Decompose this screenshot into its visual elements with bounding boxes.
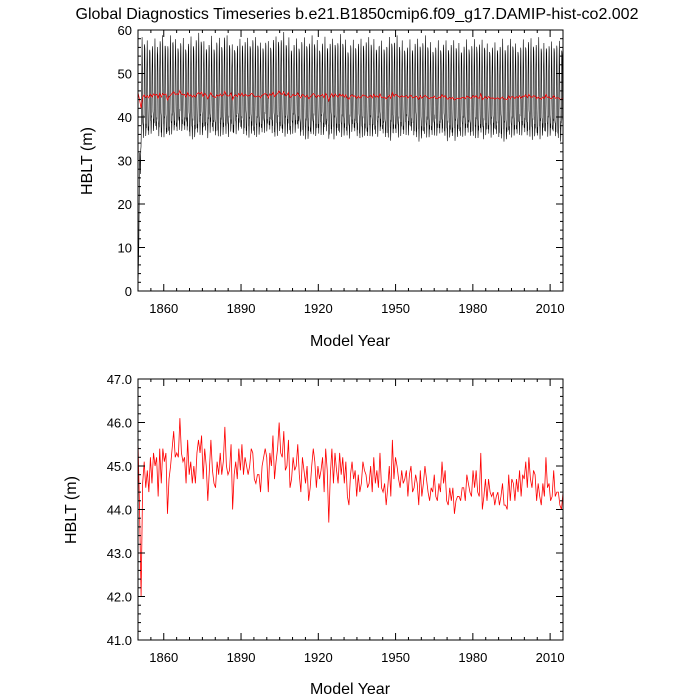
top-x-tick-label: 1890 (227, 301, 256, 316)
top-annual-mean-line (137, 89, 564, 109)
bottom-x-tick-label: 1890 (227, 650, 256, 665)
bottom-x-tick-label: 2010 (536, 650, 565, 665)
top-y-axis-label: HBLT (m) (79, 127, 96, 195)
bottom-y-tick-label: 41.0 (107, 633, 132, 648)
top-y-tick-label: 50 (118, 67, 132, 82)
top-y-tick-label: 30 (118, 154, 132, 169)
bottom-x-axis-label: Model Year (310, 681, 391, 698)
bottom-y-tick-label: 47.0 (107, 372, 132, 387)
top-y-tick-label: 20 (118, 197, 132, 212)
top-x-tick-label: 2010 (536, 301, 565, 316)
bottom-x-tick-label: 1980 (458, 650, 487, 665)
bottom-series-line (137, 418, 564, 597)
top-x-tick-label: 1950 (381, 301, 410, 316)
top-plot-frame (137, 29, 564, 292)
bottom-y-tick-label: 46.0 (107, 416, 132, 431)
bottom-plot-frame (137, 378, 564, 641)
bottom-x-tick-label: 1860 (149, 650, 178, 665)
chart-title: Global Diagnostics Timeseries b.e21.B185… (76, 6, 639, 23)
top-x-axis-label: Model Year (310, 333, 391, 350)
bottom-panel: 1860 1890 1920 1950 1980 2010 41.0 42.0 43.0 44.0… (63, 372, 565, 698)
bottom-annual-mean-line (137, 418, 564, 597)
top-y-tick-label: 0 (125, 284, 132, 299)
top-y-tick-label: 60 (118, 23, 132, 38)
bottom-y-tick-label: 42.0 (107, 590, 132, 605)
bottom-y-tick-label: 45.0 (107, 459, 132, 474)
top-x-tick-label: 1920 (304, 301, 333, 316)
top-panel: 1860 1890 1920 1950 1980 2010 0 10 20 30 40 50 60 Mo… (79, 23, 565, 350)
top-y-tick-label: 10 (118, 241, 132, 256)
top-x-tick-label: 1980 (458, 301, 487, 316)
bottom-y-axis-label: HBLT (m) (63, 476, 80, 544)
bottom-tick-labels: 1860 1890 1920 1950 1980 2010 41.0 42.0 43.0 44.0… (107, 372, 565, 665)
top-tick-labels: 1860 1890 1920 1950 1980 2010 0 10 20 30 40 50 60 (118, 23, 565, 316)
bottom-y-tick-label: 43.0 (107, 546, 132, 561)
bottom-axis-ticks (137, 378, 564, 641)
top-y-tick-label: 40 (118, 110, 132, 125)
bottom-x-tick-label: 1950 (381, 650, 410, 665)
bottom-x-tick-label: 1920 (304, 650, 333, 665)
top-series-lines (137, 31, 564, 292)
bottom-y-tick-label: 44.0 (107, 503, 132, 518)
top-monthly-line (137, 31, 564, 292)
top-x-tick-label: 1860 (149, 301, 178, 316)
